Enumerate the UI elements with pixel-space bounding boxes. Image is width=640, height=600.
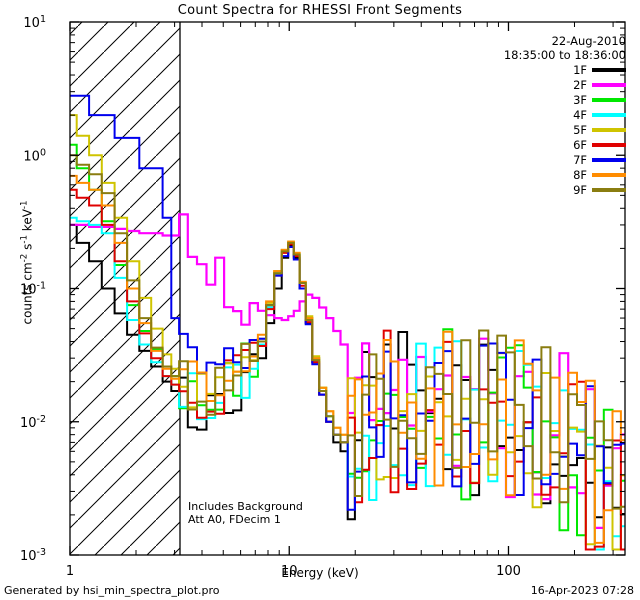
x-tick-label: 1	[66, 564, 74, 579]
legend-item-5f: 5F	[573, 122, 626, 137]
legend-item-6f: 6F	[573, 137, 626, 152]
legend-item-label: 9F	[573, 182, 587, 197]
legend-item-label: 3F	[573, 92, 587, 107]
y-exp-2: -1	[19, 235, 30, 244]
series-line-2f	[70, 213, 625, 529]
legend-item-7f: 7F	[573, 152, 626, 167]
annotation-line-2: Att A0, FDecim 1	[188, 513, 281, 526]
legend-color-swatch	[592, 142, 626, 147]
legend: 1F 2F 3F 4F 5F 6F 7F 8F 9F	[573, 62, 626, 197]
legend-color-swatch	[592, 82, 626, 87]
legend-color-swatch	[592, 187, 626, 192]
legend-time-range: 18:35:00 to 18:36:00	[503, 48, 626, 62]
footer-generator: Generated by hsi_min_spectra_plot.pro	[4, 584, 220, 597]
legend-item-9f: 9F	[573, 182, 626, 197]
y-tick-label: 101	[23, 14, 46, 31]
legend-item-2f: 2F	[573, 77, 626, 92]
y-exp-3: -1	[19, 200, 30, 210]
x-tick-label: 100	[496, 564, 521, 579]
legend-item-8f: 8F	[573, 167, 626, 182]
y-axis-label-mid: s	[20, 243, 35, 254]
legend-item-label: 4F	[573, 107, 587, 122]
page-title: Count Spectra for RHESSI Front Segments	[177, 3, 463, 18]
legend-color-swatch	[592, 97, 626, 102]
legend-color-swatch	[592, 172, 626, 177]
y-tick-label: 10-3	[20, 547, 46, 564]
plot-annotation: Includes Background Att A0, FDecim 1	[188, 500, 303, 526]
legend-color-swatch	[592, 127, 626, 132]
x-axis-label: Energy (keV)	[281, 566, 359, 580]
legend-item-label: 6F	[573, 137, 587, 152]
y-tick-label: 10-2	[20, 414, 46, 431]
legend-color-swatch	[592, 112, 626, 117]
legend-item-label: 7F	[573, 152, 587, 167]
legend-color-swatch	[592, 157, 626, 162]
y-axis-label: counts cm-2 s-1 keV-1	[20, 173, 35, 353]
y-exp-1: -2	[19, 253, 30, 263]
y-axis-label-mid2: keV	[20, 209, 35, 236]
footer-timestamp: 16-Apr-2023 07:28	[530, 584, 634, 597]
legend-item-label: 8F	[573, 167, 587, 182]
legend-color-swatch	[592, 67, 626, 72]
y-tick-label: 100	[23, 147, 46, 164]
x-tick-label: 10	[281, 564, 298, 579]
y-axis-label-text: counts cm	[20, 262, 35, 325]
series-line-9f	[70, 154, 625, 510]
excluded-energy-hatch	[70, 22, 181, 555]
legend-item-label: 1F	[573, 62, 587, 77]
legend-item-4f: 4F	[573, 107, 626, 122]
legend-item-3f: 3F	[573, 92, 626, 107]
legend-date: 22-Aug-2010	[551, 34, 626, 48]
legend-item-label: 5F	[573, 122, 587, 137]
data-series-group	[70, 94, 625, 551]
legend-item-label: 2F	[573, 77, 587, 92]
legend-item-1f: 1F	[573, 62, 626, 77]
annotation-line-1: Includes Background	[188, 500, 303, 513]
